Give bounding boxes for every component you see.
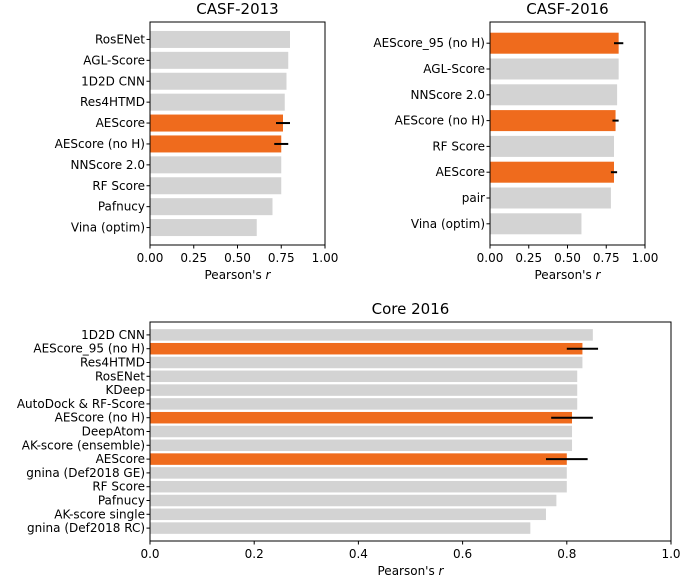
category-label-9: Vina (optim) bbox=[71, 221, 145, 235]
category-label-3: Res4HTMD bbox=[80, 95, 145, 109]
category-label-4: RF Score bbox=[432, 139, 485, 153]
category-label-7: RF Score bbox=[92, 179, 145, 193]
bar-8 bbox=[150, 439, 573, 452]
category-label-6: NNScore 2.0 bbox=[71, 158, 145, 172]
bar-4 bbox=[150, 114, 283, 132]
category-label-7: DeepAtom bbox=[82, 425, 145, 439]
category-label-5: AEScore bbox=[436, 165, 485, 179]
bar-2 bbox=[490, 84, 618, 106]
bar-1 bbox=[150, 342, 583, 355]
x-axis-label: Pearson's r bbox=[205, 268, 272, 282]
chart-title: Core 2016 bbox=[372, 300, 450, 318]
bar-7 bbox=[150, 425, 573, 438]
x-tick-label-5: 1.0 bbox=[661, 547, 680, 561]
bar-4 bbox=[490, 135, 614, 157]
bar-2 bbox=[150, 356, 583, 369]
x-tick-label-1: 0.25 bbox=[180, 251, 207, 265]
category-label-2: NNScore 2.0 bbox=[411, 88, 485, 102]
bar-12 bbox=[150, 494, 557, 507]
category-label-1: AEScore_95 (no H) bbox=[33, 342, 145, 356]
x-tick-label-4: 1.00 bbox=[312, 251, 339, 265]
bar-7 bbox=[150, 177, 282, 195]
x-tick-label-3: 0.6 bbox=[453, 547, 472, 561]
bar-7 bbox=[490, 213, 582, 235]
bar-2 bbox=[150, 72, 287, 90]
bar-6 bbox=[150, 411, 573, 424]
bar-8 bbox=[150, 198, 273, 216]
bar-13 bbox=[150, 508, 546, 521]
category-label-6: AEScore (no H) bbox=[55, 411, 145, 425]
category-label-8: AK-score (ensemble) bbox=[22, 438, 145, 452]
category-label-0: AEScore_95 (no H) bbox=[373, 36, 485, 50]
x-tick-label-3: 0.75 bbox=[593, 251, 620, 265]
category-label-14: gnina (Def2018 RC) bbox=[27, 521, 145, 535]
bar-3 bbox=[490, 110, 616, 132]
bar-0 bbox=[150, 329, 593, 341]
bar-4 bbox=[150, 384, 578, 396]
category-label-7: Vina (optim) bbox=[411, 217, 485, 231]
plot-frame bbox=[489, 21, 646, 246]
bar-1 bbox=[150, 51, 289, 69]
x-tick-label-2: 0.50 bbox=[554, 251, 581, 265]
category-label-10: gnina (Def2018 GE) bbox=[26, 466, 145, 480]
category-label-9: AEScore bbox=[96, 452, 145, 466]
bar-11 bbox=[150, 480, 567, 493]
bar-14 bbox=[150, 522, 531, 534]
category-label-1: AGL-Score bbox=[423, 62, 485, 76]
bar-1 bbox=[490, 58, 619, 80]
bar-3 bbox=[150, 370, 578, 383]
x-axis-label: Pearson's r bbox=[378, 564, 445, 578]
x-tick-label-4: 1.00 bbox=[632, 251, 659, 265]
bar-10 bbox=[150, 467, 567, 479]
plot-frame bbox=[149, 321, 672, 542]
category-label-13: AK-score single bbox=[54, 507, 145, 521]
x-tick-label-0: 0.00 bbox=[477, 251, 504, 265]
x-axis-label: Pearson's r bbox=[535, 268, 602, 282]
chart-panel-1: CASF-2016 AEScore_95 (no H) AGL-Score NNSco… bbox=[373, 0, 658, 282]
category-label-0: 1D2D CNN bbox=[81, 328, 145, 342]
chart-panel-0: CASF-2013 RosENet AGL-Score 1D2D CNN Res4HTM… bbox=[55, 0, 339, 282]
category-label-11: RF Score bbox=[92, 480, 145, 494]
x-tick-label-1: 0.25 bbox=[515, 251, 542, 265]
category-label-4: AEScore bbox=[96, 116, 145, 130]
category-label-1: AGL-Score bbox=[83, 53, 145, 67]
x-tick-label-2: 0.50 bbox=[224, 251, 251, 265]
category-label-3: AEScore (no H) bbox=[395, 114, 485, 128]
x-tick-label-3: 0.75 bbox=[268, 251, 295, 265]
x-tick-label-1: 0.2 bbox=[245, 547, 264, 561]
bar-5 bbox=[150, 398, 578, 410]
bar-9 bbox=[150, 453, 567, 465]
bar-0 bbox=[150, 30, 290, 48]
category-label-12: Pafnucy bbox=[98, 494, 145, 508]
bar-6 bbox=[150, 156, 282, 174]
chart-title: CASF-2016 bbox=[526, 0, 608, 18]
category-label-2: 1D2D CNN bbox=[81, 74, 145, 88]
x-tick-label-0: 0.0 bbox=[140, 547, 159, 561]
x-tick-label-2: 0.4 bbox=[349, 547, 368, 561]
category-label-5: AutoDock & RF-Score bbox=[17, 397, 145, 411]
bar-5 bbox=[150, 135, 282, 153]
bar-9 bbox=[150, 219, 257, 237]
x-tick-label-4: 0.8 bbox=[557, 547, 576, 561]
category-label-2: Res4HTMD bbox=[80, 356, 145, 370]
category-label-6: pair bbox=[462, 191, 485, 205]
bar-5 bbox=[490, 161, 614, 183]
category-label-4: KDeep bbox=[106, 383, 146, 397]
chart-title: CASF-2013 bbox=[196, 0, 278, 18]
bar-0 bbox=[490, 32, 619, 54]
category-label-5: AEScore (no H) bbox=[55, 137, 145, 151]
bar-3 bbox=[150, 93, 285, 111]
category-label-3: RosENet bbox=[95, 369, 145, 383]
category-label-0: RosENet bbox=[95, 32, 145, 46]
bar-6 bbox=[490, 187, 611, 209]
x-tick-label-0: 0.00 bbox=[137, 251, 164, 265]
category-label-8: Pafnucy bbox=[98, 200, 145, 214]
